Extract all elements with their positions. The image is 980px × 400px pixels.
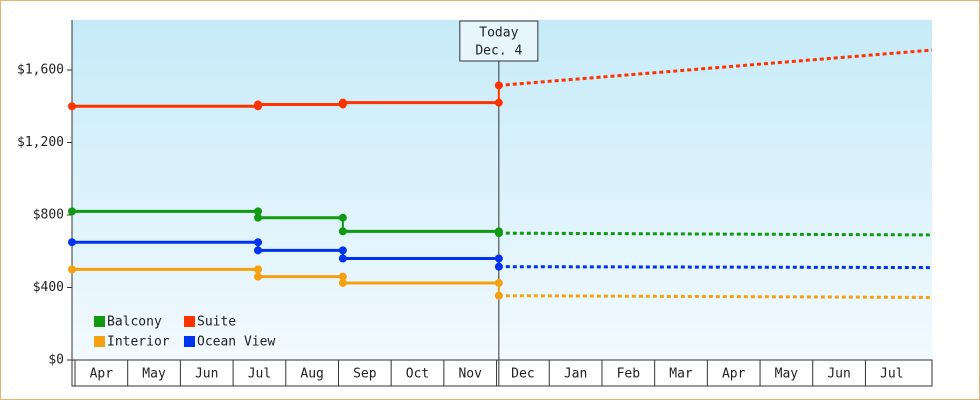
- legend-label: Balcony: [107, 315, 162, 330]
- forecast-point: [494, 81, 503, 90]
- x-tick-label: Mar: [669, 367, 693, 382]
- x-tick-label: Jun: [195, 367, 218, 382]
- x-tick-label: May: [142, 367, 166, 382]
- price-point: [254, 213, 263, 222]
- y-tick-label: $1,600: [17, 63, 64, 78]
- x-tick-label: Apr: [722, 367, 746, 382]
- legend-label: Interior: [107, 335, 170, 350]
- x-tick-label: Sep: [353, 367, 377, 382]
- price-point: [68, 238, 76, 247]
- price-point: [254, 272, 263, 281]
- legend-swatch: [184, 336, 195, 347]
- price-point: [338, 246, 347, 255]
- y-tick-label: $1,200: [17, 135, 64, 150]
- x-tick-label: Feb: [617, 367, 641, 382]
- x-tick-label: Jul: [248, 367, 271, 382]
- plot-area: [72, 20, 932, 360]
- x-tick-label: Aug: [300, 367, 323, 382]
- y-tick-label: $800: [33, 208, 64, 223]
- price-point: [338, 278, 347, 287]
- forecast-point: [494, 291, 503, 300]
- legend-swatch: [94, 336, 105, 347]
- forecast-line: [498, 294, 933, 299]
- x-axis-band: [71, 359, 933, 387]
- today-label: Today: [479, 26, 518, 41]
- price-point: [338, 98, 347, 107]
- legend-label: Ocean View: [197, 335, 275, 350]
- forecast-point: [494, 262, 503, 271]
- x-tick-label: Jun: [827, 367, 850, 382]
- y-tick-label: $400: [33, 280, 64, 295]
- price-point: [338, 254, 347, 263]
- x-tick-label: Jan: [564, 367, 587, 382]
- price-point: [338, 227, 347, 236]
- legend-swatch: [184, 316, 195, 327]
- forecast-line: [498, 231, 933, 237]
- x-tick-label: Oct: [406, 367, 429, 382]
- price-point: [338, 272, 347, 281]
- price-point: [254, 100, 263, 109]
- x-tick-label: Nov: [458, 367, 482, 382]
- x-tick-label: May: [775, 367, 799, 382]
- forecast-point: [494, 229, 503, 238]
- price-point: [68, 265, 76, 274]
- legend-swatch: [94, 316, 105, 327]
- x-tick-label: Apr: [90, 367, 114, 382]
- x-tick-label: Dec: [511, 367, 534, 382]
- price-point: [254, 207, 263, 216]
- price-point: [338, 213, 347, 222]
- price-point: [68, 207, 76, 216]
- y-tick-label: $0: [48, 353, 64, 368]
- x-tick-label: Jul: [880, 367, 903, 382]
- forecast-line: [498, 48, 933, 87]
- today-box: [459, 20, 539, 62]
- price-point: [254, 238, 263, 247]
- price-point: [254, 265, 263, 274]
- price-point: [68, 102, 76, 111]
- legend-label: Suite: [197, 315, 236, 330]
- forecast-line: [498, 265, 933, 270]
- today-date: Dec. 4: [475, 44, 522, 59]
- price-point: [254, 246, 263, 255]
